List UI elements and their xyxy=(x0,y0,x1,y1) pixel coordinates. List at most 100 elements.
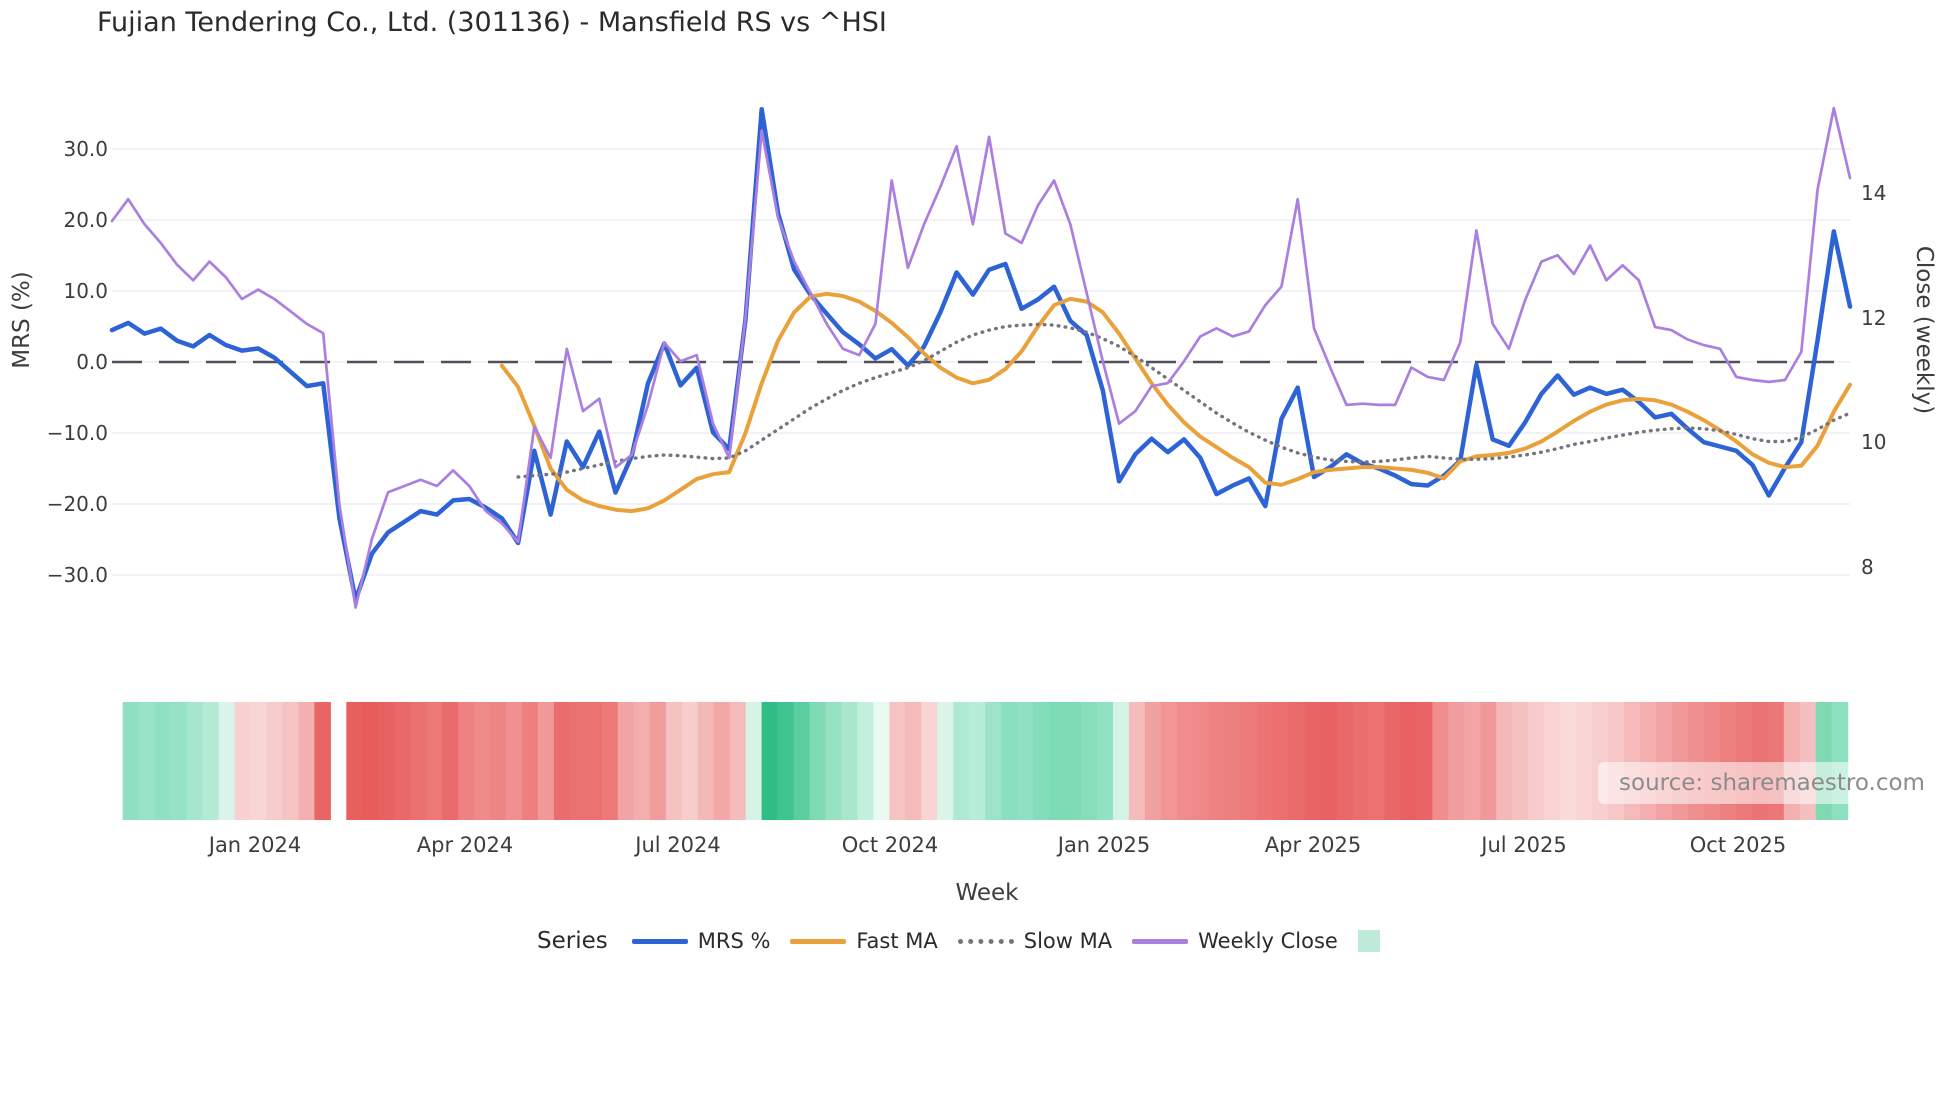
heatmap-cell xyxy=(1576,702,1593,820)
mrs-line xyxy=(109,106,1853,603)
heatmap-cell xyxy=(1065,702,1082,820)
slow-ma-line xyxy=(516,322,1852,479)
slow-ma-line-swatch xyxy=(957,938,1014,944)
heatmap-cell xyxy=(1001,702,1018,820)
heatmap-cell xyxy=(346,702,363,820)
legend-title: Series xyxy=(537,928,608,954)
heatmap-cell xyxy=(506,702,523,820)
heatmap-cell xyxy=(1049,702,1066,820)
heatmap-cell xyxy=(1368,702,1386,820)
heatmap-cell xyxy=(1320,702,1338,820)
heatmap-cell xyxy=(298,702,315,820)
heatmap-cell xyxy=(218,702,236,820)
x-tick-label: Apr 2024 xyxy=(416,833,514,857)
heatmap-cell xyxy=(1144,702,1162,820)
heatmap-cell xyxy=(1033,702,1050,820)
heatmap-cell xyxy=(601,702,619,820)
heatmap-cell xyxy=(426,702,443,820)
x-tick-label: Oct 2025 xyxy=(1689,833,1787,857)
heatmap-cell xyxy=(154,702,172,820)
heatmap-cell xyxy=(665,702,683,820)
right-tick-label: 10 xyxy=(1861,430,1887,455)
heatmap-cell xyxy=(474,702,491,820)
heatmap-cell xyxy=(793,702,811,820)
legend-item-slowma: Slow MA xyxy=(957,929,1113,953)
weekly-close-line-swatch xyxy=(1132,938,1189,944)
heatmap-cell xyxy=(234,702,252,820)
x-tick-label: Jan 2025 xyxy=(1057,833,1151,857)
heatmap-cell xyxy=(1112,702,1130,820)
legend-label-mrs: MRS % xyxy=(697,929,771,953)
heatmap-legend-patch xyxy=(1357,930,1380,952)
heatmap-cell xyxy=(410,702,427,820)
heatmap-cell xyxy=(937,702,954,820)
heatmap-cell xyxy=(1512,702,1529,820)
heatmap-cell xyxy=(569,702,587,820)
heatmap-cell xyxy=(1081,702,1098,820)
chart-title: Fujian Tendering Co., Ltd. (301136) - Ma… xyxy=(97,7,887,38)
left-tick-label: 20.0 xyxy=(63,208,108,232)
right-axis-title: Close (weekly) xyxy=(1911,245,1937,415)
legend-label-slowma: Slow MA xyxy=(1023,929,1113,953)
heatmap-cell xyxy=(1448,702,1465,820)
heatmap-cell xyxy=(745,702,763,820)
heatmap-cell xyxy=(1416,702,1433,820)
heatmap-cell xyxy=(681,702,699,820)
heatmap-cell xyxy=(1128,702,1146,820)
heatmap-cell xyxy=(1176,702,1194,820)
legend-label-fastma: Fast MA xyxy=(856,929,938,953)
heatmap-cell xyxy=(761,702,779,820)
heatmap-cell xyxy=(186,702,204,820)
heatmap-cell xyxy=(713,702,731,820)
heatmap-cell xyxy=(857,702,874,820)
x-axis-title: Week xyxy=(955,880,1019,906)
heatmap-cell xyxy=(985,702,1002,820)
heatmap-cell xyxy=(1240,702,1258,820)
left-tick-label: 30.0 xyxy=(63,137,108,161)
heatmap-cell xyxy=(585,702,603,820)
heatmap-cell xyxy=(1400,702,1418,820)
heatmap-cell xyxy=(889,702,906,820)
heatmap-cell xyxy=(777,702,795,820)
x-tick-label: Jan 2024 xyxy=(208,833,302,857)
left-tick-label: 10.0 xyxy=(63,279,108,303)
weekly-close-line xyxy=(110,106,1852,609)
heatmap-cell xyxy=(697,702,715,820)
legend-item-fastma: Fast MA xyxy=(790,929,938,953)
left-tick-label: −10.0 xyxy=(46,421,108,445)
heatmap-cell xyxy=(362,702,379,820)
heatmap-cell xyxy=(921,702,938,820)
heatmap-cell xyxy=(314,702,331,820)
right-tick-label: 8 xyxy=(1861,554,1874,579)
heatmap-cell xyxy=(1528,702,1545,820)
heatmap-cell xyxy=(617,702,635,820)
x-tick-label: Oct 2024 xyxy=(841,833,939,857)
heatmap-cell xyxy=(1288,702,1306,820)
right-tick-label: 14 xyxy=(1861,181,1887,205)
heatmap-cell xyxy=(953,702,970,820)
heatmap-cell xyxy=(809,702,827,820)
heatmap-cell xyxy=(1560,702,1577,820)
heatmap-cell xyxy=(394,702,411,820)
heatmap-cell xyxy=(633,702,651,820)
heatmap-cell xyxy=(170,702,188,820)
fast-ma-line xyxy=(499,291,1852,514)
heatmap-cell xyxy=(1352,702,1370,820)
heatmap-cell xyxy=(1336,702,1354,820)
heatmap-cell xyxy=(1480,702,1497,820)
heatmap-cell xyxy=(1544,702,1561,820)
fast-ma-line-swatch xyxy=(790,938,847,944)
heatmap-cell xyxy=(1192,702,1210,820)
heatmap-cell xyxy=(1017,702,1034,820)
source-text: source: sharemaestro.com xyxy=(1619,770,1925,796)
left-tick-label: 0.0 xyxy=(76,350,108,374)
heatmap-cell xyxy=(1208,702,1226,820)
heatmap-cell xyxy=(442,702,459,820)
heatmap-cell xyxy=(490,702,507,820)
heatmap-cell xyxy=(202,702,220,820)
heatmap-cell xyxy=(378,702,395,820)
heatmap-cell xyxy=(969,702,986,820)
source-watermark: source: sharemaestro.com xyxy=(1598,762,1946,804)
heatmap-cell xyxy=(553,702,571,820)
